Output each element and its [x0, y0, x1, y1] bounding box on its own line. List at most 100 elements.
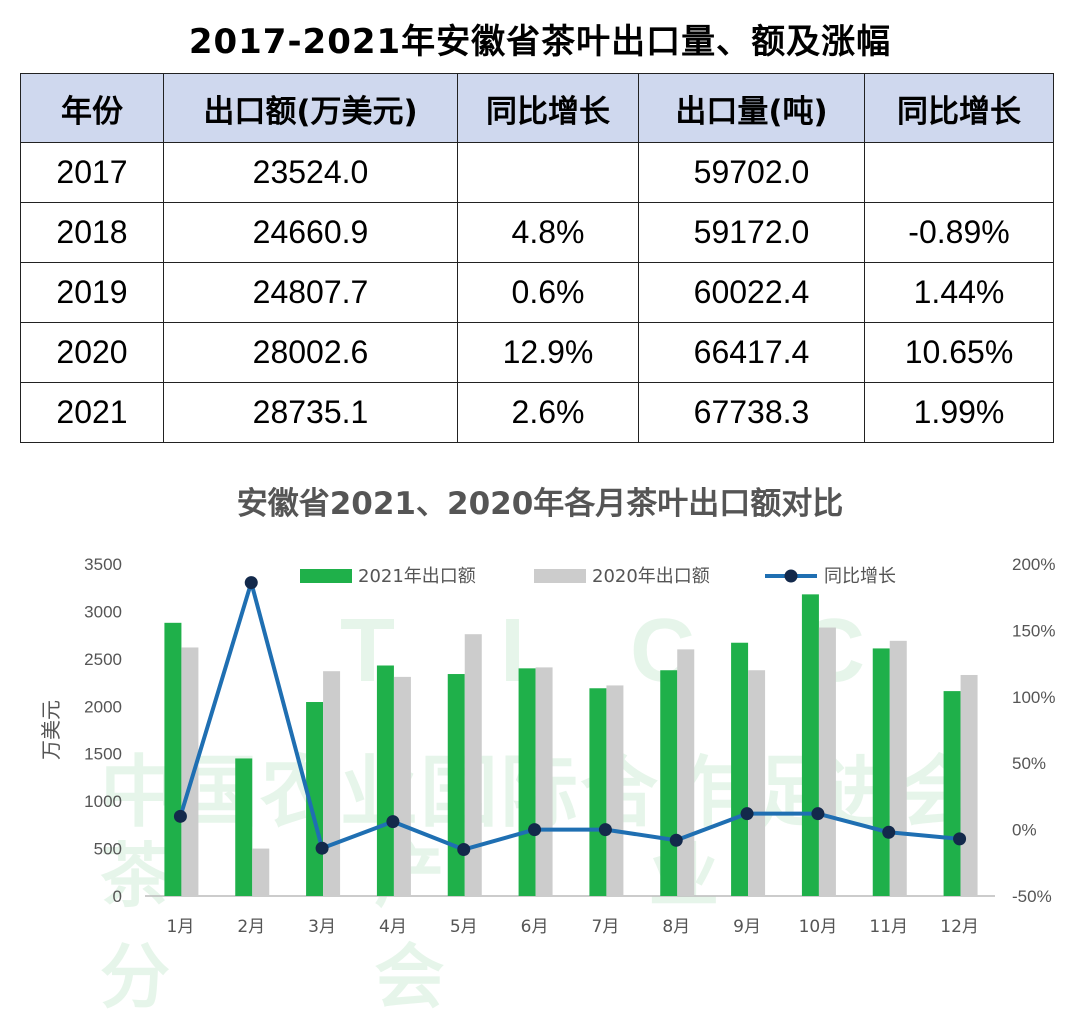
cell-year: 2017 [20, 142, 164, 203]
table-row: 2019 24807.7 0.6% 60022.4 1.44% [20, 262, 1054, 323]
y-axis-label: 万美元 [39, 700, 63, 760]
x-tick-label: 11月 [869, 917, 908, 937]
bar-2020 [606, 685, 624, 896]
bar-2021 [164, 622, 182, 896]
bar-2020 [889, 640, 907, 896]
y2-tick-label: 50% [1012, 754, 1046, 773]
header-value-growth: 同比增长 [457, 73, 639, 143]
cell-year: 2020 [20, 322, 164, 383]
bar-2020 [181, 647, 199, 896]
bar-2020 [535, 667, 553, 896]
growth-point [811, 807, 825, 821]
x-tick-label: 7月 [592, 917, 620, 937]
bar-2021 [872, 648, 890, 896]
legend-label-growth: 同比增长 [824, 566, 896, 587]
bar-2021 [943, 691, 961, 896]
growth-point [669, 833, 683, 847]
x-tick-label: 6月 [521, 917, 549, 937]
bar-2020 [252, 848, 270, 896]
y2-tick-label: 200% [1012, 555, 1055, 574]
x-tick-label: 5月 [450, 917, 478, 937]
table-row: 2017 23524.0 59702.0 [20, 142, 1054, 203]
cell-export-value: 28002.6 [163, 322, 458, 383]
cell-export-volume: 59172.0 [638, 202, 865, 263]
cell-export-value: 24660.9 [163, 202, 458, 263]
bar-2021 [660, 670, 678, 896]
bar-2020 [393, 676, 411, 896]
cell-value-growth: 2.6% [457, 382, 639, 443]
bar-2020 [818, 627, 836, 896]
header-year: 年份 [20, 73, 164, 143]
y-tick-label: 2500 [84, 650, 122, 669]
growth-point [244, 576, 258, 590]
cell-export-volume: 59702.0 [638, 142, 865, 203]
legend-label-2020: 2020年出口额 [592, 566, 710, 587]
x-tick-label: 3月 [308, 917, 336, 937]
cell-value-growth: 0.6% [457, 262, 639, 323]
cell-year: 2021 [20, 382, 164, 443]
y-tick-label: 2000 [84, 697, 122, 716]
y2-tick-label: 0% [1012, 821, 1037, 840]
header-volume-growth: 同比增长 [864, 73, 1054, 143]
y-tick-label: 3000 [84, 602, 122, 621]
header-export-volume: 出口量(吨) [638, 73, 865, 143]
x-tick-label: 12月 [940, 917, 979, 937]
bar-2021 [235, 758, 253, 896]
growth-point [953, 832, 967, 846]
bar-2021 [589, 688, 607, 896]
growth-point [598, 823, 612, 837]
cell-value-growth [457, 142, 639, 203]
cell-volume-growth: 1.44% [864, 262, 1054, 323]
cell-year: 2019 [20, 262, 164, 323]
cell-volume-growth [864, 142, 1054, 203]
bar-2020 [323, 671, 341, 896]
cell-volume-growth: -0.89% [864, 202, 1054, 263]
bar-2020 [464, 634, 482, 896]
bar-2020 [677, 649, 695, 896]
table-row: 2018 24660.9 4.8% 59172.0 -0.89% [20, 202, 1054, 263]
cell-export-value: 23524.0 [163, 142, 458, 203]
y2-tick-label: 150% [1012, 621, 1055, 640]
growth-point [173, 809, 187, 823]
chart-title: 安徽省2021、2020年各月茶叶出口额对比 [236, 486, 844, 522]
bar-2020 [748, 670, 766, 896]
legend-label-2021: 2021年出口额 [358, 566, 476, 587]
cell-export-value: 24807.7 [163, 262, 458, 323]
x-tick-label: 1月 [167, 917, 195, 937]
cell-export-value: 28735.1 [163, 382, 458, 443]
x-tick-label: 10月 [799, 917, 838, 937]
growth-point [528, 823, 542, 837]
x-tick-label: 8月 [662, 917, 690, 937]
growth-point [386, 815, 400, 829]
y2-tick-label: -50% [1012, 887, 1052, 906]
legend-swatch-2021 [300, 569, 352, 583]
watermark-ticc: T I C C [340, 601, 905, 701]
x-tick-label: 2月 [237, 917, 265, 937]
y-tick-label: 0 [113, 887, 122, 906]
bar-2021 [376, 665, 394, 896]
main-title: 2017-2021年安徽省茶叶出口量、额及涨幅 [188, 22, 892, 62]
y-tick-label: 1000 [84, 792, 122, 811]
x-tick-label: 4月 [379, 917, 407, 937]
table-row: 2020 28002.6 12.9% 66417.4 10.65% [20, 322, 1054, 383]
growth-point [740, 807, 754, 821]
growth-line [178, 580, 960, 852]
cell-export-volume: 67738.3 [638, 382, 865, 443]
cell-export-volume: 66417.4 [638, 322, 865, 383]
growth-point [882, 825, 896, 839]
bar-2021 [518, 668, 536, 896]
table-header-row: 年份 出口额(万美元) 同比增长 出口量(吨) 同比增长 [20, 73, 1054, 143]
table-row: 2021 28735.1 2.6% 67738.3 1.99% [20, 382, 1054, 443]
cell-value-growth: 4.8% [457, 202, 639, 263]
cell-export-volume: 60022.4 [638, 262, 865, 323]
cell-volume-growth: 1.99% [864, 382, 1054, 443]
bar-2020 [960, 674, 978, 896]
y2-tick-label: 100% [1012, 688, 1055, 707]
cell-year: 2018 [20, 202, 164, 263]
x-tick-label: 9月 [733, 917, 761, 937]
export-table: 年份 出口额(万美元) 同比增长 出口量(吨) 同比增长 2017 23524.… [20, 73, 1054, 443]
bar-2021 [801, 594, 819, 896]
y-tick-label: 500 [94, 840, 122, 859]
growth-point [315, 841, 329, 855]
cell-value-growth: 12.9% [457, 322, 639, 383]
